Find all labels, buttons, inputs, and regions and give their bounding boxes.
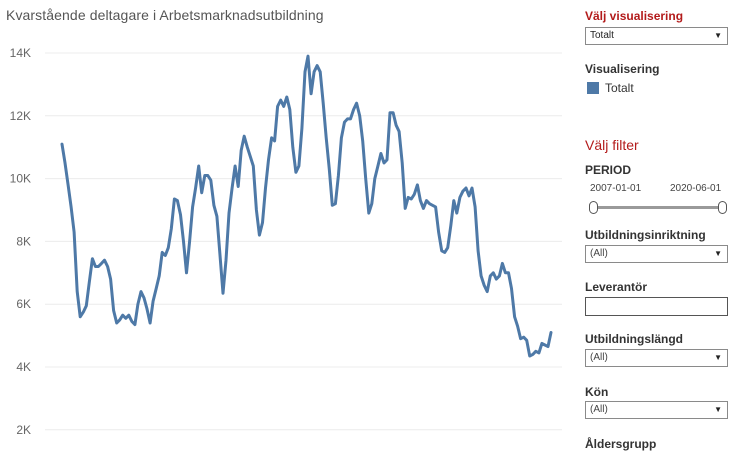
chevron-down-icon: ▼ <box>714 31 722 40</box>
visualization-heading: Välj visualisering <box>585 9 684 23</box>
period-start-value: 2007-01-01 <box>590 183 642 194</box>
filter-panel: Välj visualisering Totalt ▼ Visualiserin… <box>585 0 735 454</box>
y-tick-label: 14K <box>10 46 31 60</box>
kon-value: (All) <box>590 404 608 415</box>
period-slider-end-handle[interactable] <box>718 201 727 214</box>
visualization-dropdown[interactable]: Totalt ▼ <box>585 27 728 45</box>
y-tick-label: 4K <box>16 360 31 374</box>
y-tick-label: 8K <box>16 234 31 248</box>
utbildningslangd-label: Utbildningslängd <box>585 332 683 346</box>
utbildningsinriktning-value: (All) <box>590 248 608 259</box>
period-slider-start-handle[interactable] <box>589 201 598 214</box>
aldersgrupp-label: Åldersgrupp <box>585 437 657 451</box>
visualization-dropdown-value: Totalt <box>590 30 614 41</box>
filter-heading: Välj filter <box>585 137 639 153</box>
period-end-value: 2020-06-01 <box>670 183 722 194</box>
utbildningslangd-value: (All) <box>590 352 608 363</box>
utbildningslangd-dropdown[interactable]: (All) ▼ <box>585 349 728 367</box>
chevron-down-icon: ▼ <box>714 353 722 362</box>
period-slider-track[interactable] <box>593 206 723 209</box>
utbildningsinriktning-dropdown[interactable]: (All) ▼ <box>585 245 728 263</box>
y-tick-label: 6K <box>16 297 31 311</box>
series-line-totalt[interactable] <box>60 54 553 358</box>
y-tick-label: 2K <box>16 423 31 437</box>
legend-item-totalt: Totalt <box>605 81 634 95</box>
chevron-down-icon: ▼ <box>714 249 722 258</box>
legend-title: Visualisering <box>585 62 660 76</box>
y-tick-label: 10K <box>10 172 31 186</box>
chart-title: Kvarstående deltagare i Arbetsmarknadsut… <box>6 7 324 23</box>
line-chart: 2K 4K 6K 8K 10K 12K 14K <box>10 46 562 437</box>
leverantor-input[interactable] <box>585 297 728 316</box>
period-label: PERIOD <box>585 163 632 177</box>
y-tick-label: 12K <box>10 109 31 123</box>
chevron-down-icon: ▼ <box>714 405 722 414</box>
utbildningsinriktning-label: Utbildningsinriktning <box>585 228 706 242</box>
kon-label: Kön <box>585 385 609 399</box>
kon-dropdown[interactable]: (All) ▼ <box>585 401 728 419</box>
leverantor-label: Leverantör <box>585 280 648 294</box>
legend-swatch <box>587 82 599 94</box>
